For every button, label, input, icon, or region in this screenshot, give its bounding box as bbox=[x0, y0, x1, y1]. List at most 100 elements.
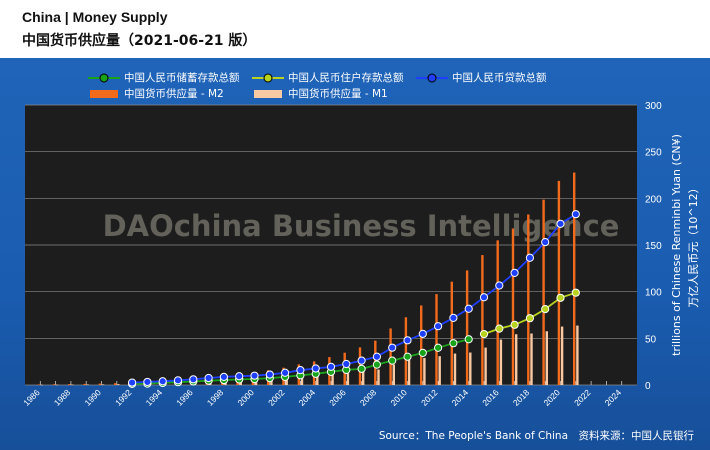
x-tick-label: 2008 bbox=[358, 387, 379, 408]
savings-point bbox=[388, 356, 397, 365]
loans-point bbox=[418, 329, 427, 338]
legend-item-savings: 中国人民币储蓄存款总额 bbox=[88, 70, 240, 85]
bar-m2 bbox=[83, 383, 86, 385]
legend-line-marker-icon bbox=[252, 72, 284, 84]
loans-point bbox=[281, 368, 290, 377]
bar-m1 bbox=[56, 384, 59, 386]
bar-m1 bbox=[300, 377, 304, 385]
legend-item-household: 中国人民币住户存款总额 bbox=[252, 70, 404, 85]
bar-m1 bbox=[117, 384, 120, 385]
bar-m1 bbox=[392, 364, 395, 385]
loans-point bbox=[357, 356, 366, 365]
bar-m1 bbox=[71, 384, 74, 386]
bar-m1 bbox=[331, 375, 334, 385]
loans-point bbox=[510, 268, 519, 278]
x-tick-label: 2012 bbox=[419, 387, 440, 408]
x-tick-label: 2016 bbox=[480, 387, 501, 408]
loans-point bbox=[143, 377, 152, 387]
legend-label: 中国人民币住户存款总额 bbox=[288, 72, 404, 84]
legend-line-marker-icon bbox=[416, 72, 448, 84]
bar-m1 bbox=[469, 352, 472, 385]
bar-m1 bbox=[545, 331, 548, 385]
legend-bar-swatch-icon bbox=[88, 88, 120, 100]
bar-m1 bbox=[499, 339, 503, 385]
bar-m2 bbox=[114, 383, 117, 385]
x-tick-label: 1998 bbox=[205, 387, 226, 408]
y-tick-label: 150 bbox=[645, 241, 662, 252]
bar-m2 bbox=[573, 172, 576, 385]
x-tick-label: 2002 bbox=[266, 387, 287, 408]
savings-point bbox=[434, 343, 443, 352]
bar-m2 bbox=[68, 384, 71, 385]
x-tick-label: 2006 bbox=[327, 387, 348, 408]
x-tick-label: 2014 bbox=[450, 387, 471, 408]
x-tick-label: 1996 bbox=[174, 387, 195, 408]
header: China | Money Supply 中国货币供应量（2021-06-21 … bbox=[0, 0, 710, 58]
loans-point bbox=[204, 373, 213, 383]
legend-bar-swatch-icon bbox=[252, 88, 284, 100]
loans-point bbox=[235, 372, 244, 381]
bar-m1 bbox=[515, 334, 518, 385]
y-tick-label: 0 bbox=[645, 381, 651, 392]
loans-point bbox=[219, 372, 228, 381]
loans-point bbox=[128, 378, 137, 387]
loans-point bbox=[479, 293, 489, 302]
loans-point bbox=[372, 352, 381, 361]
savings-point bbox=[418, 348, 427, 357]
bar-m2 bbox=[511, 228, 515, 385]
bar-m1 bbox=[270, 379, 273, 385]
loans-point bbox=[158, 377, 167, 386]
y-tick-label: 100 bbox=[645, 288, 662, 299]
legend-label: 中国货币供应量 - M1 bbox=[288, 88, 388, 100]
bar-m1 bbox=[530, 333, 533, 385]
y-tick-label: 200 bbox=[645, 194, 662, 205]
loans-point bbox=[388, 343, 397, 352]
loans-point bbox=[311, 364, 320, 373]
household-point bbox=[541, 305, 550, 314]
x-tick-label: 2004 bbox=[297, 387, 318, 408]
x-tick-label: 1990 bbox=[82, 387, 103, 408]
loans-point bbox=[571, 210, 580, 219]
loans-point bbox=[541, 238, 550, 247]
bar-m2 bbox=[98, 383, 102, 385]
savings-point bbox=[403, 352, 412, 361]
bar-m1 bbox=[346, 373, 350, 385]
bar-m1 bbox=[484, 347, 487, 385]
bar-m2 bbox=[404, 317, 408, 385]
household-point bbox=[479, 329, 489, 339]
x-tick-label: 1988 bbox=[52, 387, 73, 408]
legend-label: 中国人民币储蓄存款总额 bbox=[124, 72, 240, 84]
bar-m2 bbox=[450, 281, 453, 385]
bar-m2 bbox=[420, 305, 423, 385]
bar-m1 bbox=[423, 357, 426, 385]
bar-m2 bbox=[465, 270, 469, 385]
bar-m1 bbox=[453, 353, 457, 385]
loans-point bbox=[525, 253, 535, 262]
bar-m1 bbox=[407, 360, 411, 385]
x-tick-label: 2000 bbox=[235, 387, 256, 408]
bar-m1 bbox=[40, 384, 44, 386]
x-tick-label: 2010 bbox=[388, 387, 409, 408]
loans-point bbox=[556, 219, 565, 228]
chart-title: China | Money Supply bbox=[22, 9, 168, 25]
loans-point bbox=[342, 359, 351, 369]
y-axis-label: trillions of Chinese Renminbi Yuan (CN¥) bbox=[670, 134, 683, 356]
bar-m1 bbox=[377, 369, 380, 385]
household-point bbox=[556, 293, 565, 302]
loans-point bbox=[296, 366, 305, 375]
bar-m1 bbox=[438, 356, 441, 385]
household-point bbox=[510, 320, 519, 329]
legend-item-m2: 中国货币供应量 - M2 bbox=[88, 86, 224, 101]
bar-m2 bbox=[37, 384, 40, 386]
bar-m2 bbox=[557, 180, 561, 385]
legend-label: 中国货币供应量 - M2 bbox=[124, 88, 224, 100]
bar-m2 bbox=[389, 328, 392, 385]
bar-m1 bbox=[101, 384, 105, 385]
x-tick-label: 2024 bbox=[603, 387, 624, 408]
loans-point bbox=[449, 313, 458, 322]
loans-point bbox=[326, 362, 336, 371]
loans-point bbox=[250, 371, 259, 380]
bar-m2 bbox=[52, 384, 56, 385]
